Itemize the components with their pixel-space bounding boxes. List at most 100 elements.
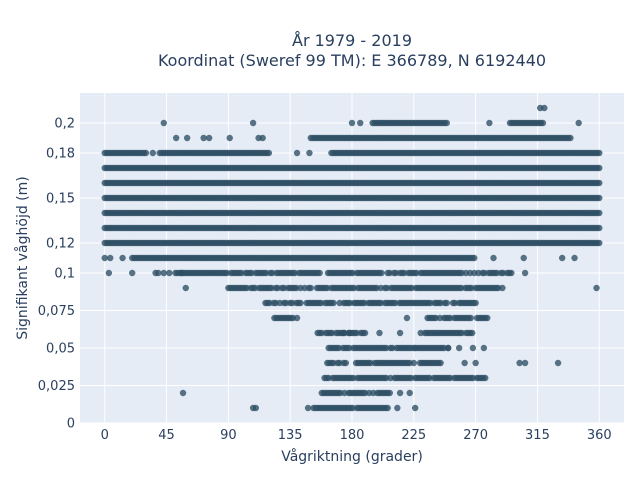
scatter-point xyxy=(252,404,260,412)
scatter-point xyxy=(461,359,468,367)
chart-title-line-2: Koordinat (Sweref 99 TM): E 366789, N 61… xyxy=(158,51,546,70)
scatter-point xyxy=(443,299,450,307)
scatter-point xyxy=(386,389,393,397)
x-tick-label: 45 xyxy=(158,428,175,443)
scatter-point xyxy=(490,254,497,262)
scatter-point xyxy=(183,134,191,142)
scatter-point xyxy=(142,149,150,157)
scatter-point xyxy=(469,329,476,337)
scatter-point xyxy=(410,344,418,352)
x-axis-title: Vågriktning (grader) xyxy=(281,448,423,465)
x-tick-label: 225 xyxy=(401,428,426,443)
scatter-point xyxy=(596,224,603,232)
scatter-point xyxy=(437,359,444,367)
scatter-point xyxy=(596,209,603,217)
scatter-point xyxy=(179,389,187,397)
scatter-point xyxy=(226,134,233,142)
scatter-point xyxy=(149,149,157,157)
scatter-point xyxy=(499,284,506,292)
scatter-point xyxy=(411,404,419,412)
scatter-point xyxy=(410,359,418,367)
scatter-point xyxy=(378,269,385,277)
scatter-point xyxy=(361,329,369,337)
scatter-point xyxy=(155,269,162,277)
scatter-point xyxy=(520,254,527,262)
scatter-point xyxy=(346,329,353,337)
scatter-point xyxy=(469,344,477,352)
scatter-point xyxy=(596,164,603,172)
y-tick-label: 0,15 xyxy=(46,192,75,207)
scatter-point xyxy=(129,269,136,277)
scatter-point xyxy=(554,359,562,367)
x-tick-label: 180 xyxy=(340,428,365,443)
scatter-point xyxy=(558,254,566,262)
x-tick-label: 360 xyxy=(587,428,612,443)
scatter-point xyxy=(406,389,413,397)
scatter-point xyxy=(384,404,391,412)
scatter-point xyxy=(444,344,452,352)
y-tick-label: 0,18 xyxy=(46,147,75,162)
y-tick-labels: 0 0,025 0,05 0,075 0,1 0,12 0,15 0,18 0,2 xyxy=(38,117,75,432)
scatter-point xyxy=(182,284,189,292)
scatter-point xyxy=(396,389,404,397)
y-tick-label: 0,2 xyxy=(54,117,75,132)
scatter-point xyxy=(304,404,312,412)
x-tick-labels: 0 45 90 135 180 225 270 315 360 xyxy=(101,428,612,443)
scatter-point xyxy=(348,119,356,127)
scatter-point xyxy=(101,254,108,262)
scatter-point xyxy=(567,134,574,142)
scatter-point xyxy=(306,149,313,157)
scatter-point xyxy=(293,314,301,322)
scatter-point xyxy=(482,374,489,382)
scatter-point xyxy=(105,269,113,277)
scatter-point xyxy=(119,254,126,262)
scatter-point xyxy=(396,329,404,337)
scatter-point xyxy=(472,299,479,307)
scatter-point xyxy=(107,254,114,262)
scatter-point xyxy=(160,269,167,277)
scatter-point xyxy=(376,329,383,337)
x-tick-label: 0 xyxy=(101,428,109,443)
scatter-point xyxy=(307,284,314,292)
scatter-point xyxy=(596,239,603,247)
scatter-point xyxy=(394,404,401,412)
scatter-point xyxy=(172,134,180,142)
scatter-point xyxy=(200,134,207,142)
scatter-point xyxy=(521,269,529,277)
scatter-point xyxy=(596,179,603,187)
scatter-point xyxy=(357,119,364,127)
x-tick-label: 90 xyxy=(220,428,237,443)
scatter-point xyxy=(516,359,523,367)
scatter-point xyxy=(541,104,548,112)
scatter-point xyxy=(571,254,578,262)
scatter-point xyxy=(403,314,411,322)
y-tick-label: 0,12 xyxy=(46,237,75,252)
y-tick-label: 0,075 xyxy=(38,304,75,319)
scatter-point xyxy=(205,134,213,142)
scatter-point xyxy=(467,314,475,322)
scatter-point xyxy=(297,299,304,307)
scatter-point xyxy=(480,344,488,352)
scatter-point xyxy=(316,269,323,277)
scatter-point xyxy=(472,359,479,367)
x-tick-label: 270 xyxy=(463,428,488,443)
scatter-point xyxy=(443,119,450,127)
scatter-point xyxy=(521,359,529,367)
scatter-point xyxy=(575,119,582,127)
scatter-point xyxy=(178,269,185,277)
scatter-points xyxy=(101,104,603,412)
scatter-point xyxy=(265,149,273,157)
x-tick-label: 135 xyxy=(278,428,303,443)
y-tick-label: 0,05 xyxy=(46,342,75,357)
y-tick-label: 0,025 xyxy=(38,379,75,394)
scatter-point xyxy=(593,284,600,292)
y-tick-label: 0 xyxy=(67,417,75,432)
scatter-point xyxy=(293,149,301,157)
y-axis-title: Signifikant våghöjd (m) xyxy=(14,176,31,339)
scatter-point xyxy=(259,134,266,142)
scatter-point xyxy=(249,119,257,127)
scatter-point xyxy=(160,119,167,127)
y-tick-label: 0,1 xyxy=(54,267,75,282)
scatter-point xyxy=(342,359,350,367)
